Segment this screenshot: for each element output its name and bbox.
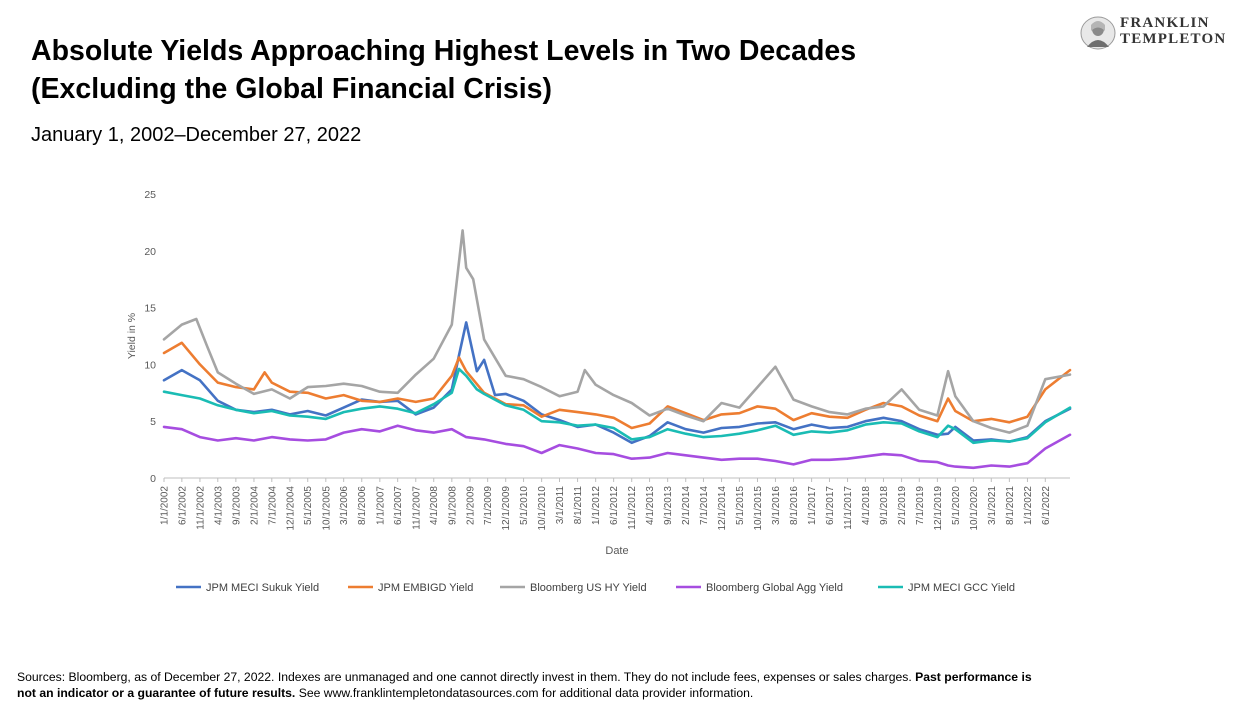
x-tick-label: 4/1/2018 xyxy=(861,486,872,525)
x-tick-label: 3/1/2011 xyxy=(555,486,566,525)
x-tick-label: 9/1/2013 xyxy=(663,486,674,525)
y-tick-label: 5 xyxy=(150,416,156,428)
x-tick-label: 4/1/2003 xyxy=(213,486,224,525)
x-tick-label: 10/1/2010 xyxy=(537,486,548,531)
x-tick-label: 4/1/2008 xyxy=(429,486,440,525)
x-tick-label: 6/1/2022 xyxy=(1041,486,1052,525)
franklin-portrait-icon xyxy=(1080,16,1116,50)
legend-label: Bloomberg US HY Yield xyxy=(530,582,647,594)
y-axis-title: Yield in % xyxy=(126,313,138,359)
x-tick-label: 2/1/2014 xyxy=(681,486,692,525)
legend-label: JPM EMBIGD Yield xyxy=(378,582,473,594)
x-tick-label: 1/1/2002 xyxy=(160,486,171,525)
y-tick-label: 0 xyxy=(150,473,156,485)
x-tick-label: 9/1/2003 xyxy=(231,486,242,525)
x-tick-label: 5/1/2010 xyxy=(519,486,530,525)
footer-sources: Sources: Bloomberg, as of December 27, 2… xyxy=(17,669,1037,701)
page-subtitle: January 1, 2002–December 27, 2022 xyxy=(31,124,362,146)
x-tick-label: 4/1/2013 xyxy=(645,486,656,525)
x-tick-label: 8/1/2011 xyxy=(573,486,584,525)
footer-text-2: See www.franklintempletondatasources.com… xyxy=(295,686,754,700)
x-tick-label: 5/1/2020 xyxy=(951,486,962,525)
x-tick-label: 11/1/2007 xyxy=(411,486,422,530)
x-tick-label: 8/1/2021 xyxy=(1005,486,1016,525)
x-tick-label: 11/1/2012 xyxy=(627,486,638,530)
x-tick-label: 10/1/2020 xyxy=(969,486,980,531)
x-tick-label: 12/1/2014 xyxy=(717,486,728,531)
y-tick-label: 15 xyxy=(144,303,156,315)
x-tick-label: 3/1/2006 xyxy=(339,486,350,525)
y-tick-label: 25 xyxy=(144,189,156,201)
x-tick-label: 10/1/2005 xyxy=(321,486,332,531)
logo-line-1: FRANKLIN xyxy=(1120,15,1210,31)
page-title: Absolute Yields Approaching Highest Leve… xyxy=(31,32,1031,108)
x-tick-label: 7/1/2014 xyxy=(699,486,710,525)
series-line-1 xyxy=(162,321,1072,445)
series-line-3 xyxy=(162,229,1072,434)
legend-label: Bloomberg Global Agg Yield xyxy=(706,582,843,594)
x-tick-label: 6/1/2007 xyxy=(393,486,404,525)
y-tick-label: 20 xyxy=(144,246,156,258)
title-line-2: (Excluding the Global Financial Crisis) xyxy=(31,73,553,105)
x-tick-label: 1/1/2022 xyxy=(1023,486,1034,525)
x-tick-label: 5/1/2015 xyxy=(735,486,746,525)
series-line-2 xyxy=(162,341,1072,430)
title-line-1: Absolute Yields Approaching Highest Leve… xyxy=(31,35,857,67)
legend-label: JPM MECI Sukuk Yield xyxy=(206,582,319,594)
x-tick-label: 12/1/2004 xyxy=(285,486,296,531)
x-tick-label: 11/1/2002 xyxy=(195,486,206,530)
footer-text-1: Sources: Bloomberg, as of December 27, 2… xyxy=(17,670,916,684)
x-tick-label: 12/1/2019 xyxy=(933,486,944,531)
x-tick-label: 11/1/2017 xyxy=(843,486,854,530)
logo-wordmark: FRANKLIN TEMPLETON xyxy=(1120,15,1226,47)
x-tick-label: 9/1/2008 xyxy=(447,486,458,525)
x-tick-label: 12/1/2009 xyxy=(501,486,512,531)
x-tick-label: 7/1/2019 xyxy=(915,486,926,525)
x-tick-label: 6/1/2012 xyxy=(609,486,620,525)
series-line-4 xyxy=(162,424,1072,470)
x-tick-label: 10/1/2015 xyxy=(753,486,764,531)
x-tick-label: 6/1/2002 xyxy=(177,486,188,525)
x-tick-label: 7/1/2004 xyxy=(267,486,278,525)
x-tick-label: 6/1/2017 xyxy=(825,486,836,525)
series-line-5 xyxy=(162,367,1072,445)
x-tick-label: 2/1/2019 xyxy=(897,486,908,525)
x-axis-title: Date xyxy=(605,545,628,557)
x-tick-label: 3/1/2016 xyxy=(771,486,782,525)
x-tick-label: 7/1/2009 xyxy=(483,486,494,525)
footer-text-bold: Past performance is not an indicator or … xyxy=(17,670,1032,700)
x-tick-label: 1/1/2007 xyxy=(375,486,386,525)
x-tick-label: 3/1/2021 xyxy=(987,486,998,525)
logo-line-2: TEMPLETON xyxy=(1120,31,1227,47)
x-tick-label: 8/1/2006 xyxy=(357,486,368,525)
x-tick-label: 2/1/2004 xyxy=(249,486,260,525)
x-tick-label: 8/1/2016 xyxy=(789,486,800,525)
y-tick-label: 10 xyxy=(144,359,156,371)
x-tick-label: 5/1/2005 xyxy=(303,486,314,525)
x-tick-label: 2/1/2009 xyxy=(465,486,476,525)
x-tick-label: 1/1/2017 xyxy=(807,486,818,525)
legend-label: JPM MECI GCC Yield xyxy=(908,582,1015,594)
x-tick-label: 1/1/2012 xyxy=(591,486,602,525)
x-tick-label: 9/1/2018 xyxy=(879,486,890,525)
franklin-templeton-logo: FRANKLIN TEMPLETON xyxy=(1079,15,1239,51)
